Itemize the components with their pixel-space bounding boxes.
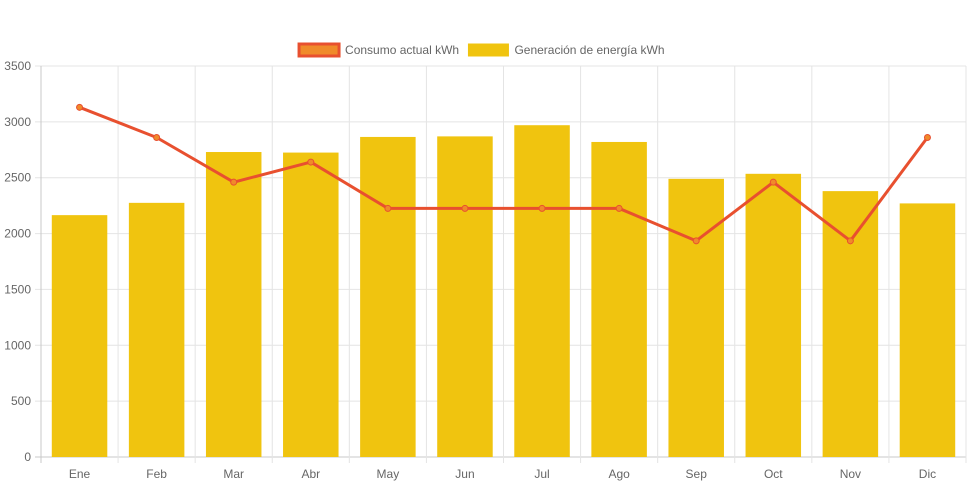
line-point — [846, 237, 854, 245]
x-tick-label: Jul — [534, 467, 549, 481]
x-axis: Ene Feb Mar Abr May Jun Jul Ago Sep Oct Nov Dic — [69, 467, 936, 481]
line-point — [384, 204, 392, 212]
x-tick-label: Oct — [764, 467, 783, 481]
line-point — [307, 158, 315, 166]
x-tick-label: Abr — [301, 467, 320, 481]
x-tick-label: May — [377, 467, 400, 481]
bar — [128, 202, 185, 457]
legend-label: Consumo actual kWh — [345, 43, 459, 57]
y-tick-label: 3500 — [4, 59, 31, 73]
line-point — [461, 204, 469, 212]
x-tick-label: Dic — [919, 467, 936, 481]
line-point — [230, 178, 238, 186]
y-tick-label: 3000 — [4, 115, 31, 129]
line-point — [153, 133, 161, 141]
line-point — [538, 204, 546, 212]
bar — [360, 136, 416, 457]
y-tick-label: 500 — [11, 394, 31, 408]
bar — [283, 152, 339, 458]
x-tick-label: Nov — [840, 467, 861, 481]
line-point — [692, 237, 700, 245]
legend-swatch — [467, 43, 509, 57]
y-tick-label: 1500 — [4, 282, 31, 296]
y-axis: 0 500 1000 1500 2000 2500 3000 3500 — [4, 59, 31, 464]
y-tick-label: 2500 — [4, 171, 31, 185]
x-tick-label: Ago — [608, 467, 630, 481]
y-tick-label: 0 — [24, 450, 31, 464]
y-tick-label: 2000 — [4, 227, 31, 241]
bar — [51, 215, 108, 457]
y-tick-label: 1000 — [4, 338, 31, 352]
legend-label: Generación de energía kWh — [514, 43, 664, 57]
x-tick-label: Ene — [69, 467, 91, 481]
bar-series — [51, 125, 956, 458]
x-tick-label: Jun — [455, 467, 474, 481]
line-point — [769, 178, 777, 186]
x-tick-label: Mar — [223, 467, 244, 481]
line-point — [615, 204, 623, 212]
x-tick-label: Sep — [686, 467, 708, 481]
bar — [822, 191, 879, 457]
bar — [899, 203, 956, 457]
bar — [591, 141, 647, 458]
line-path — [78, 105, 929, 243]
chart-legend: Consumo actual kWh Generación de energía … — [297, 42, 665, 58]
legend-swatch — [297, 42, 341, 58]
chart-grid — [35, 65, 967, 463]
x-tick-label: Feb — [146, 467, 167, 481]
line-point — [923, 133, 931, 141]
line-point — [76, 103, 84, 111]
bar — [437, 136, 493, 457]
bar — [205, 152, 262, 457]
bar — [514, 125, 570, 458]
line-series — [76, 103, 931, 245]
bar — [668, 178, 724, 457]
bar — [745, 173, 802, 457]
